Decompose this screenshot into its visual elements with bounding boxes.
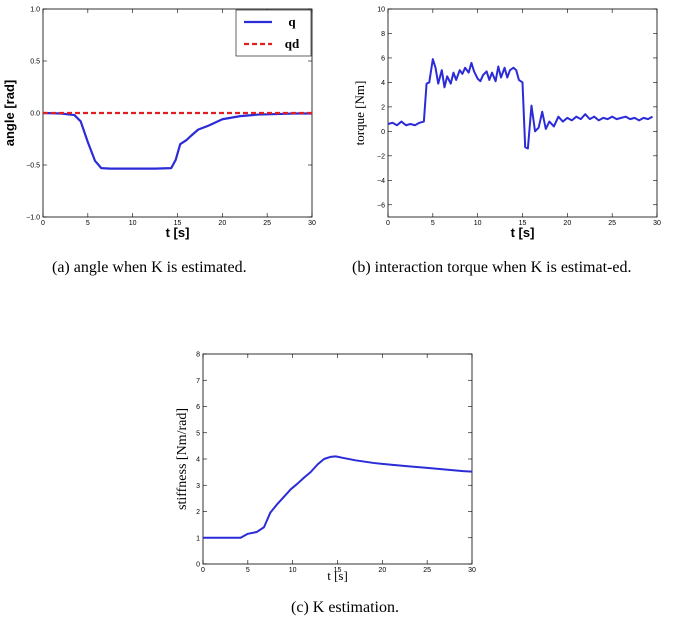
plot-frame: [202, 353, 473, 565]
y-tick-label: 10: [377, 7, 385, 14]
y-tick-label: 4: [381, 80, 385, 87]
x-axis-label: t [s]: [511, 225, 535, 240]
x-tick-label: 10: [289, 567, 297, 574]
y-tick-label: 5: [196, 430, 200, 437]
y-tick-label: 7: [196, 378, 200, 385]
x-tick-label: 20: [378, 567, 386, 574]
x-tick-label: 20: [563, 220, 571, 227]
y-tick-label: 2: [196, 509, 200, 516]
x-tick-label: 20: [218, 220, 226, 227]
y-tick-label: −2: [377, 153, 385, 160]
x-tick-label: 15: [174, 220, 182, 227]
caption-torque: (b) interaction torque when K is estimat…: [352, 259, 632, 276]
y-tick-label: 3: [196, 483, 200, 490]
y-tick-label: 1.0: [30, 7, 40, 14]
y-axis-label: stiffness [Nm/rad]: [175, 408, 190, 510]
x-tick-label: 5: [431, 220, 435, 227]
y-tick-label: 4: [196, 457, 200, 464]
series-line-q: [42, 111, 312, 170]
x-tick-label: 25: [263, 220, 271, 227]
y-tick-label: 8: [196, 352, 200, 359]
x-tick-label: 30: [468, 567, 476, 574]
x-tick-label: 30: [653, 220, 661, 227]
x-tick-label: 10: [474, 220, 482, 227]
y-tick-label: 6: [196, 404, 200, 411]
chart-stiffness: 0 5 10 15 20 25 30 8 7 6 5 4 3 2 1 0 t [s] stiffness [Nm/…: [170, 345, 500, 595]
x-tick-label: 25: [608, 220, 616, 227]
chart-angle-svg: 0 5 10 15 20 25 30 1.0 0.5 0.0 −0.5 −1.0 t [s] angle …: [2, 7, 316, 241]
y-tick-label: 0: [381, 129, 385, 136]
y-tick-label: 0: [196, 562, 200, 569]
x-tick-label: 0: [201, 567, 205, 574]
y-tick-label: 0.5: [30, 59, 40, 66]
y-tick-label: 0.0: [30, 111, 40, 118]
x-tick-label: 15: [519, 220, 527, 227]
y-axis-label: torque [Nm]: [352, 81, 367, 146]
y-axis-label: angle [rad]: [2, 80, 17, 146]
series-line-series-0: [387, 58, 653, 150]
chart-torque: 0 5 10 15 20 25 30 10 8 6 4 2 0 −2 −4 −6 t [s] torque [Nm…: [350, 0, 680, 250]
x-tick-label: 25: [423, 567, 431, 574]
x-tick-label: 30: [308, 220, 316, 227]
y-tick-label: −0.5: [26, 163, 40, 170]
y-tick-label: 6: [381, 55, 385, 62]
y-tick-label: −1.0: [26, 215, 40, 222]
x-tick-label: 0: [41, 220, 45, 227]
series-line-series-0: [203, 455, 473, 539]
x-tick-label: 0: [386, 220, 390, 227]
y-tick-label: 8: [381, 31, 385, 38]
x-axis-label: t [s]: [327, 568, 348, 583]
legend-label-q: q: [288, 14, 296, 29]
caption-stiffness: (c) K estimation.: [291, 599, 399, 616]
y-tick-label: −4: [377, 178, 385, 185]
x-tick-label: 15: [334, 567, 342, 574]
y-tick-label: −6: [377, 202, 385, 209]
caption-angle: (a) angle when K is estimated.: [52, 259, 247, 276]
plot-frame: [387, 8, 658, 218]
x-axis-label: t [s]: [166, 225, 190, 240]
x-tick-label: 5: [246, 567, 250, 574]
legend-label-qd: qd: [285, 36, 300, 51]
x-tick-label: 10: [129, 220, 137, 227]
y-tick-label: 1: [196, 535, 200, 542]
legend: q qd: [235, 9, 312, 57]
x-tick-label: 5: [86, 220, 90, 227]
legend-box: [235, 9, 312, 57]
chart-angle: 0 5 10 15 20 25 30 1.0 0.5 0.0 −0.5 −1.0 t [s] angle …: [0, 0, 330, 250]
y-tick-label: 2: [381, 104, 385, 111]
